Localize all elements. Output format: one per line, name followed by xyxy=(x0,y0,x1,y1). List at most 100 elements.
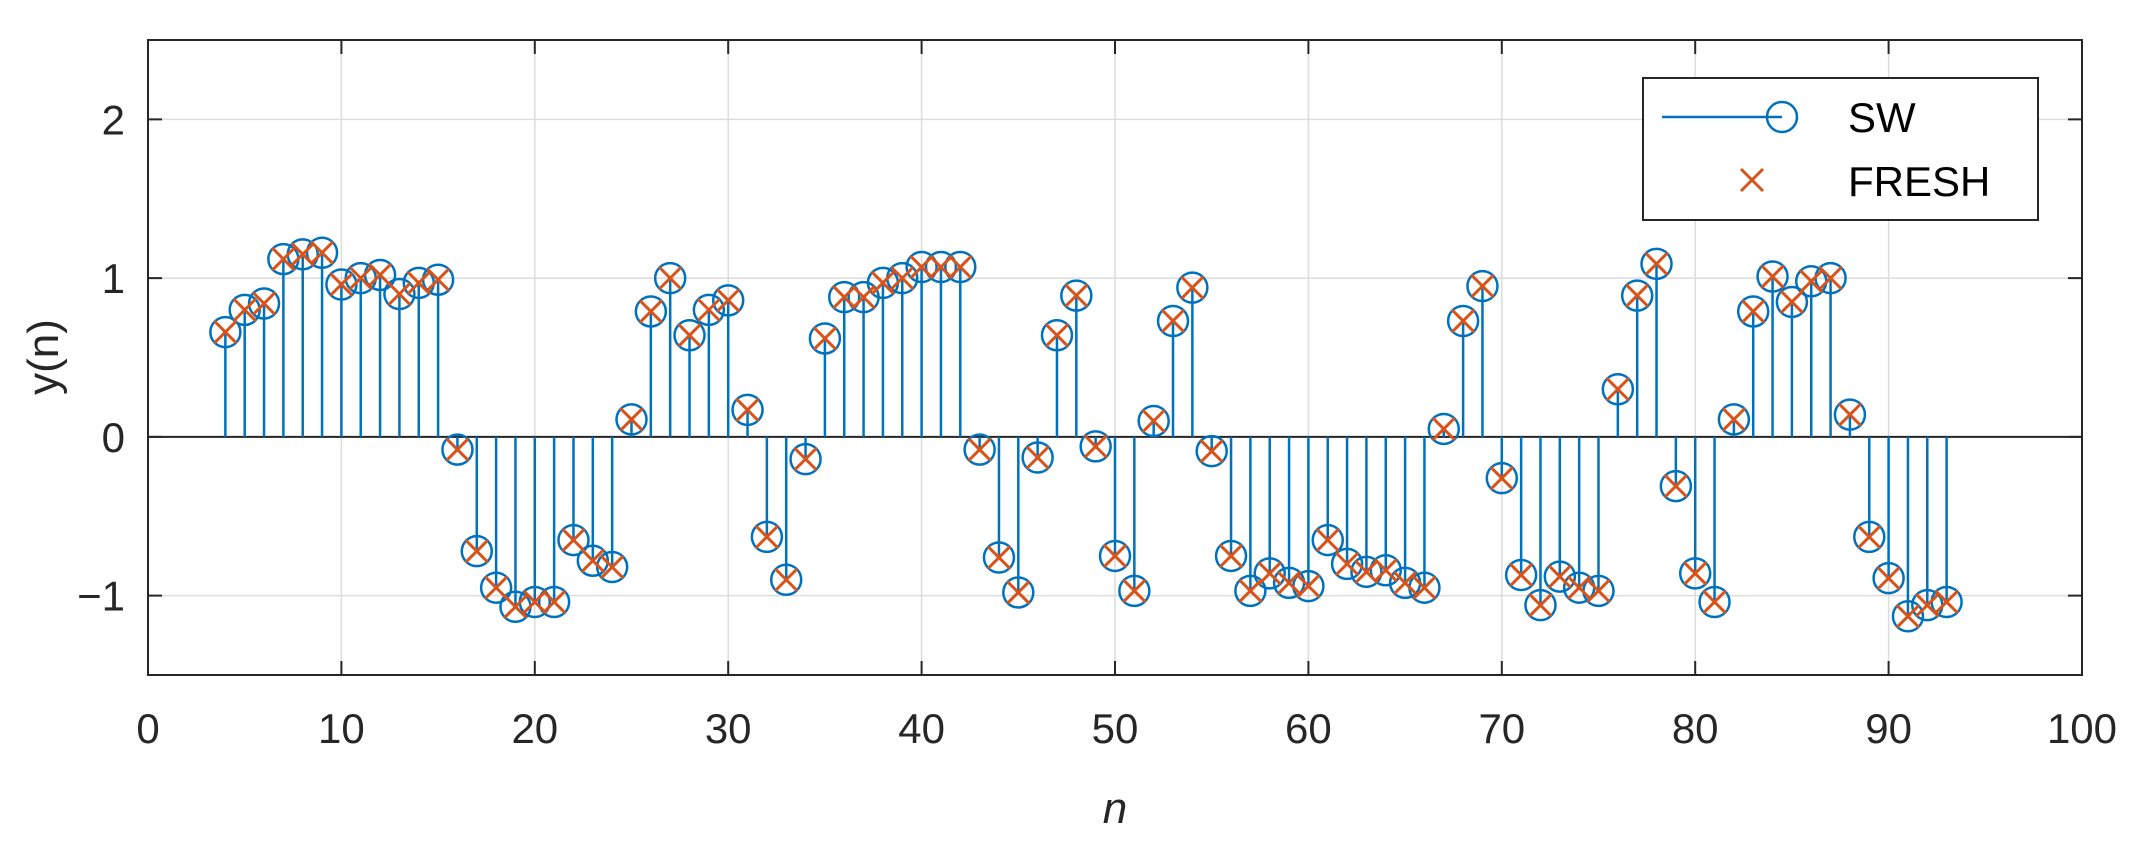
sw-circle-marker xyxy=(1118,574,1151,608)
fresh-x-marker xyxy=(948,254,973,280)
x-tick-label: 0 xyxy=(136,705,159,752)
y-tick-label: −1 xyxy=(77,573,125,620)
sw-circle-marker xyxy=(479,571,513,604)
fresh-x-marker xyxy=(1431,416,1456,441)
x-axis-label: n xyxy=(1103,784,1127,833)
fresh-x-marker xyxy=(368,262,393,288)
fresh-x-marker xyxy=(1315,528,1340,553)
fresh-x-marker xyxy=(1915,593,1940,618)
fresh-x-marker xyxy=(735,397,760,422)
stems xyxy=(224,252,1948,617)
sw-circle-marker xyxy=(1330,547,1364,581)
legend-sw-label: SW xyxy=(1848,94,1916,141)
sw-circle-marker xyxy=(1659,469,1693,503)
fresh-x-marker xyxy=(329,272,354,297)
fresh-x-marker xyxy=(909,254,934,280)
fresh-x-marker xyxy=(812,326,837,351)
fresh-x-marker xyxy=(1760,264,1785,289)
fresh-x-marker xyxy=(251,291,277,316)
sw-circle-marker xyxy=(1543,560,1577,593)
y-tick-label: 2 xyxy=(102,96,125,143)
sw-circle-marker xyxy=(1891,600,1925,633)
sw-circle-marker xyxy=(1698,585,1731,619)
sw-circle-marker xyxy=(653,261,687,295)
sw-circle-marker xyxy=(1736,295,1770,328)
fresh-x-marker xyxy=(851,285,876,310)
y-tick-label: 1 xyxy=(102,255,125,302)
sw-circle-marker xyxy=(1775,285,1809,319)
sw-circle-marker xyxy=(305,236,339,269)
x-tick-label: 80 xyxy=(1672,705,1719,752)
sw-circle-marker xyxy=(1678,557,1712,590)
sw-circle-marker xyxy=(615,403,648,436)
fresh-x-marker xyxy=(484,575,509,600)
sw-circle-marker xyxy=(924,250,958,284)
sw-circle-marker xyxy=(1853,520,1886,554)
fresh-x-marker xyxy=(542,589,567,615)
fresh-x-marker xyxy=(406,270,431,295)
sw-circle-marker xyxy=(383,277,416,311)
sw-circle-marker xyxy=(634,295,668,328)
sw-circle-marker xyxy=(1369,553,1403,587)
sw-circle-marker xyxy=(692,293,726,327)
fresh-x-marker xyxy=(1451,308,1476,334)
sw-circle-marker xyxy=(711,284,745,317)
fresh-x-marker xyxy=(716,288,741,313)
sw-circle-marker xyxy=(1234,574,1267,608)
sw-circle-marker xyxy=(1002,576,1035,609)
sw-circle-marker xyxy=(1640,247,1673,281)
fresh-x-marker xyxy=(928,254,954,280)
sw-circle-marker xyxy=(1156,304,1190,338)
fresh-x-marker xyxy=(1470,274,1495,299)
fresh-x-marker xyxy=(290,242,315,267)
markers xyxy=(209,236,1963,633)
fresh-x-marker xyxy=(348,266,373,291)
fresh-x-marker xyxy=(426,267,451,292)
sw-circle-marker xyxy=(557,523,590,557)
sw-circle-marker xyxy=(1446,304,1480,338)
fresh-x-marker xyxy=(638,299,663,324)
x-tick-label: 20 xyxy=(511,705,558,752)
fresh-x-marker xyxy=(890,266,915,291)
sw-circle-marker xyxy=(1079,430,1112,463)
x-tick-label: 60 xyxy=(1285,705,1332,752)
sw-circle-marker xyxy=(1504,558,1538,592)
fresh-x-marker xyxy=(1412,575,1437,600)
fresh-x-marker xyxy=(1857,524,1882,549)
sw-circle-marker xyxy=(1466,269,1499,303)
fresh-x-marker xyxy=(1218,543,1244,568)
sw-circle-marker xyxy=(1311,523,1344,557)
fresh-x-marker xyxy=(1238,578,1263,603)
fresh-x-marker xyxy=(1102,543,1128,568)
fresh-x-marker xyxy=(271,247,296,272)
fresh-x-marker xyxy=(1586,578,1611,603)
fresh-x-marker xyxy=(1528,593,1553,618)
fresh-x-marker xyxy=(967,437,992,462)
fresh-x-marker xyxy=(1489,466,1514,491)
sw-circle-marker xyxy=(1060,279,1093,312)
fresh-x-marker xyxy=(1257,561,1282,586)
fresh-x-marker xyxy=(619,407,644,432)
fresh-x-marker xyxy=(1741,299,1766,324)
fresh-x-marker xyxy=(1547,564,1572,589)
fresh-x-marker xyxy=(1567,575,1592,600)
x-tick-label: 70 xyxy=(1478,705,1525,752)
sw-circle-marker xyxy=(1195,434,1228,468)
sw-circle-marker xyxy=(537,585,571,619)
fresh-x-marker xyxy=(1663,474,1688,499)
sw-circle-marker xyxy=(460,534,494,568)
fresh-x-marker xyxy=(1837,402,1862,427)
fresh-x-marker xyxy=(1276,570,1302,595)
sw-circle-marker xyxy=(673,319,706,352)
fresh-x-marker xyxy=(561,528,586,553)
tick-labels: 0 10 20 30 40 50 60 70 80 90 100 −1 0 1 2 xyxy=(77,96,2117,752)
y-axis-label: y(n) xyxy=(19,319,68,395)
fresh-x-marker xyxy=(1064,283,1089,308)
fresh-x-marker xyxy=(1644,251,1669,276)
sw-circle-marker xyxy=(769,563,803,596)
fresh-x-marker xyxy=(1799,269,1824,294)
sw-circle-marker xyxy=(1350,555,1383,589)
x-tick-label: 50 xyxy=(1092,705,1139,752)
sw-circle-marker xyxy=(827,280,861,314)
